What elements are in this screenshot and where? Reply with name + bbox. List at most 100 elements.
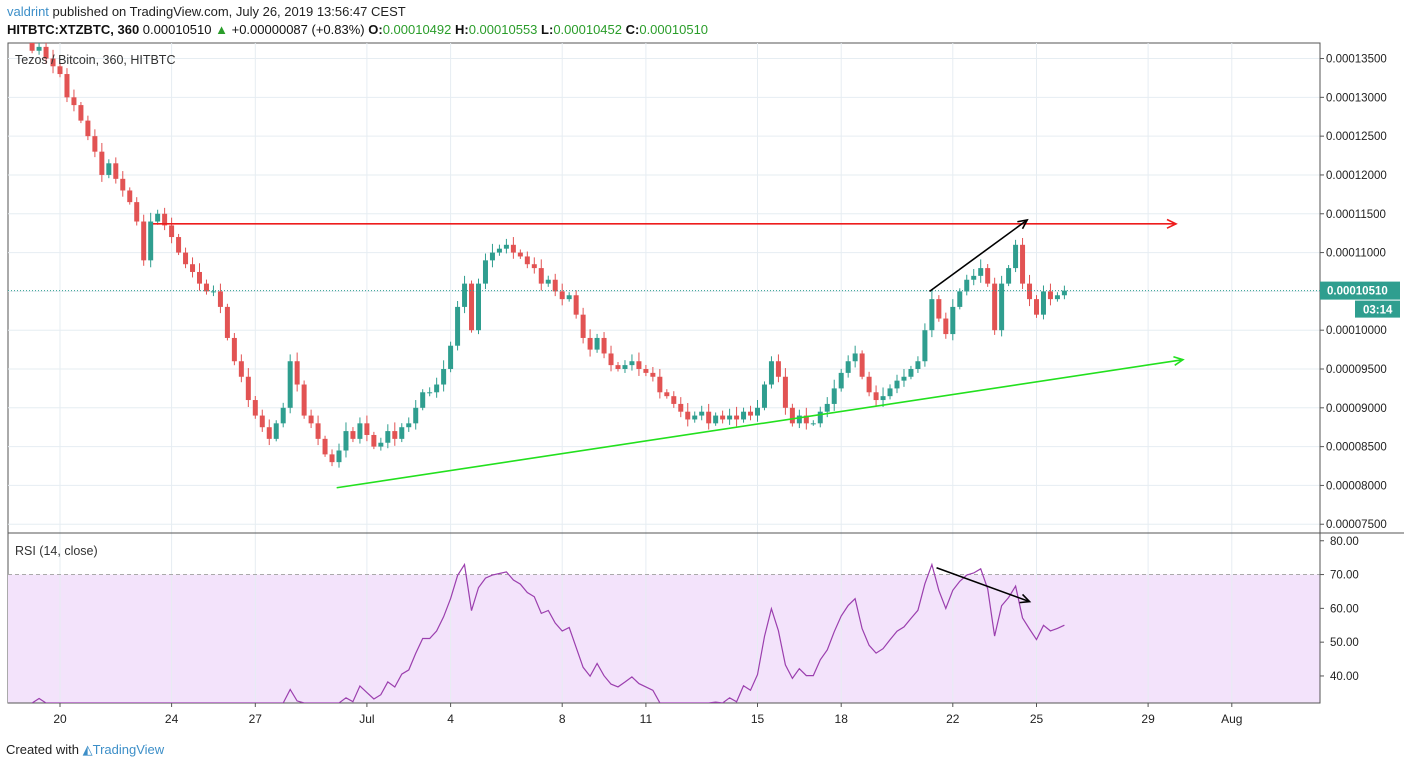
candle-up bbox=[566, 295, 572, 300]
candle-down bbox=[169, 225, 175, 238]
candle-up bbox=[427, 392, 433, 394]
rsi-tick-label: 70.00 bbox=[1330, 570, 1359, 582]
x-tick-label: 29 bbox=[1141, 712, 1155, 726]
candle-up bbox=[503, 244, 509, 249]
candle-down bbox=[308, 415, 314, 424]
x-tick-label: 4 bbox=[447, 712, 454, 726]
candle-up bbox=[999, 283, 1005, 331]
rsi-pane bbox=[31, 562, 1065, 703]
candle-down bbox=[559, 291, 565, 300]
x-tick-label: 15 bbox=[751, 712, 765, 726]
candle-down bbox=[113, 163, 119, 179]
countdown-badge bbox=[1355, 300, 1400, 318]
candle-down bbox=[301, 384, 307, 416]
candle-up bbox=[545, 279, 551, 284]
candle-down bbox=[615, 365, 621, 369]
candle-up bbox=[476, 283, 481, 331]
rsi-tick-label: 50.00 bbox=[1330, 637, 1359, 649]
candle-down bbox=[217, 291, 223, 307]
candle-up bbox=[106, 163, 112, 175]
candle-up bbox=[489, 252, 495, 261]
x-tick-label: Aug bbox=[1221, 712, 1242, 726]
candle-down bbox=[469, 283, 475, 331]
rsi-line bbox=[31, 562, 1065, 703]
candle-down bbox=[392, 431, 398, 439]
candle-down bbox=[294, 361, 300, 385]
y-tick-label: 0.00012500 bbox=[1326, 131, 1387, 143]
candle-up bbox=[629, 361, 635, 366]
candle-up bbox=[978, 268, 984, 276]
candle-up bbox=[741, 411, 747, 420]
candle-up bbox=[838, 372, 844, 389]
y-tick-label: 0.00008500 bbox=[1326, 442, 1387, 454]
candle-down bbox=[748, 411, 754, 416]
candle-down bbox=[782, 376, 788, 408]
candle-down bbox=[197, 271, 202, 284]
candle-up bbox=[768, 361, 774, 385]
candle-down bbox=[127, 190, 133, 203]
candle-up bbox=[413, 407, 419, 424]
x-tick-label: 20 bbox=[53, 712, 67, 726]
rsi-tick-label: 80.00 bbox=[1330, 536, 1359, 548]
candle-up bbox=[761, 384, 767, 408]
candle-up bbox=[399, 427, 405, 439]
candle-up bbox=[929, 299, 935, 331]
candle-down bbox=[552, 279, 558, 292]
candle-up bbox=[901, 376, 907, 381]
candle-up bbox=[831, 388, 837, 404]
candle-down bbox=[517, 252, 523, 257]
candle-up bbox=[852, 353, 858, 362]
candle-up bbox=[155, 213, 161, 222]
candle-down bbox=[587, 337, 593, 350]
candle-down bbox=[859, 353, 865, 377]
candle-up bbox=[622, 365, 628, 369]
candle-up bbox=[1040, 291, 1046, 315]
candle-down bbox=[238, 361, 244, 377]
candle-up bbox=[343, 431, 349, 451]
last-price-label: 0.00010510 bbox=[1327, 286, 1388, 298]
candle-down bbox=[803, 415, 809, 424]
publish-text: published on TradingView.com, July 26, 2… bbox=[52, 4, 406, 19]
x-tick-label: 25 bbox=[1030, 712, 1044, 726]
candle-up bbox=[357, 423, 363, 439]
candle-down bbox=[1027, 283, 1033, 300]
candle-down bbox=[78, 105, 84, 121]
candles bbox=[29, 43, 1067, 468]
candle-down bbox=[29, 43, 35, 51]
rsi-tick-label: 40.00 bbox=[1330, 671, 1359, 683]
candle-down bbox=[1020, 244, 1026, 284]
candle-up bbox=[280, 407, 286, 424]
low-label: L: bbox=[541, 22, 554, 37]
candle-down bbox=[203, 283, 209, 292]
x-tick-label: 24 bbox=[165, 712, 179, 726]
author-link[interactable]: valdrint bbox=[7, 4, 49, 19]
candle-down bbox=[664, 392, 670, 397]
high-label: H: bbox=[455, 22, 469, 37]
candle-down bbox=[322, 438, 328, 455]
candle-down bbox=[64, 74, 70, 98]
candle-up bbox=[441, 369, 447, 385]
change: +0.00000087 (+0.83%) bbox=[231, 22, 365, 37]
candle-up bbox=[908, 369, 914, 377]
footer: Created with ◭TradingView bbox=[6, 742, 164, 757]
open-label: O: bbox=[368, 22, 383, 37]
up-triangle-icon: ▲ bbox=[215, 22, 228, 37]
tradingview-link[interactable]: TradingView bbox=[92, 742, 165, 757]
candle-down bbox=[775, 361, 781, 377]
x-tick-label: 27 bbox=[249, 712, 263, 726]
y-tick-label: 0.00013500 bbox=[1326, 54, 1387, 66]
candle-up bbox=[964, 279, 970, 292]
candle-up bbox=[336, 450, 342, 463]
candle-up bbox=[845, 361, 851, 373]
chart[interactable]: 20 24 27 Jul 4 8 11 15 18 22 25 29 Aug 0.00007500 0.00… bbox=[0, 0, 1404, 740]
created-with: Created with bbox=[6, 742, 79, 757]
candle-down bbox=[538, 268, 544, 284]
candle-down bbox=[706, 411, 712, 424]
candle-down bbox=[985, 268, 991, 284]
x-tick-label: 22 bbox=[946, 712, 960, 726]
close-value: 0.00010510 bbox=[639, 22, 709, 37]
candle-up bbox=[378, 442, 384, 447]
candle-up bbox=[950, 306, 956, 335]
y-tick-label: 0.00012000 bbox=[1326, 170, 1387, 182]
candle-down bbox=[650, 372, 656, 377]
